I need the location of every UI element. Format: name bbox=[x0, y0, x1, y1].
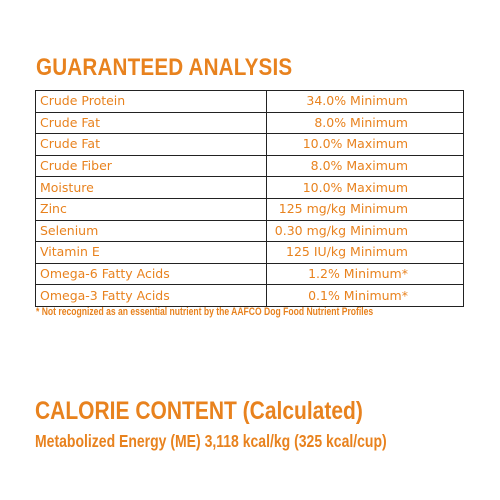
nutrient-name: Omega-3 Fatty Acids bbox=[35, 284, 267, 307]
nutrient-value: 125 mg/kg Minimum bbox=[266, 197, 464, 221]
calorie-content-heading: CALORIE CONTENT (Calculated) bbox=[35, 397, 363, 425]
guaranteed-analysis-heading: GUARANTEED ANALYSIS bbox=[36, 54, 293, 81]
table-row: Crude Fiber 8.0% Maximum bbox=[35, 154, 464, 178]
metabolized-energy-text: Metabolized Energy (ME) 3,118 kcal/kg (3… bbox=[35, 431, 387, 451]
table-row: Moisture 10.0% Maximum bbox=[35, 176, 464, 199]
guaranteed-analysis-table: Crude Protein 34.0% Minimum Crude Fat 8.… bbox=[35, 90, 464, 307]
table-row: Crude Fat 10.0% Maximum bbox=[35, 133, 464, 156]
table-row: Vitamin E 125 IU/kg Minimum bbox=[35, 241, 464, 264]
nutrient-value: 10.0% Maximum bbox=[266, 133, 464, 156]
table-row: Omega-3 Fatty Acids 0.1% Minimum* bbox=[35, 284, 464, 307]
nutrient-value: 1.2% Minimum* bbox=[266, 262, 464, 286]
nutrient-value: 34.0% Minimum bbox=[266, 90, 464, 113]
nutrient-name: Crude Fiber bbox=[35, 154, 267, 178]
table-row: Selenium 0.30 mg/kg Minimum bbox=[35, 219, 464, 243]
table-row: Omega-6 Fatty Acids 1.2% Minimum* bbox=[35, 262, 464, 286]
footnote: * Not recognized as an essential nutrien… bbox=[36, 306, 374, 318]
table-row: Crude Protein 34.0% Minimum bbox=[35, 90, 464, 113]
nutrient-value: 8.0% Minimum bbox=[266, 111, 464, 135]
nutrient-name: Moisture bbox=[35, 176, 267, 199]
nutrient-name: Crude Fat bbox=[35, 111, 267, 135]
nutrient-name: Selenium bbox=[35, 219, 267, 243]
nutrient-name: Crude Protein bbox=[35, 90, 267, 113]
nutrient-name: Zinc bbox=[35, 197, 267, 221]
nutrient-value: 10.0% Maximum bbox=[266, 176, 464, 199]
table-row: Crude Fat 8.0% Minimum bbox=[35, 111, 464, 135]
nutrient-name: Vitamin E bbox=[35, 241, 267, 264]
nutrient-name: Crude Fat bbox=[35, 133, 267, 156]
table-row: Zinc 125 mg/kg Minimum bbox=[35, 197, 464, 221]
nutrient-name: Omega-6 Fatty Acids bbox=[35, 262, 267, 286]
nutrient-value: 8.0% Maximum bbox=[266, 154, 464, 178]
nutrient-value: 0.1% Minimum* bbox=[266, 284, 464, 307]
nutrient-value: 125 IU/kg Minimum bbox=[266, 241, 464, 264]
nutrient-value: 0.30 mg/kg Minimum bbox=[266, 219, 464, 243]
